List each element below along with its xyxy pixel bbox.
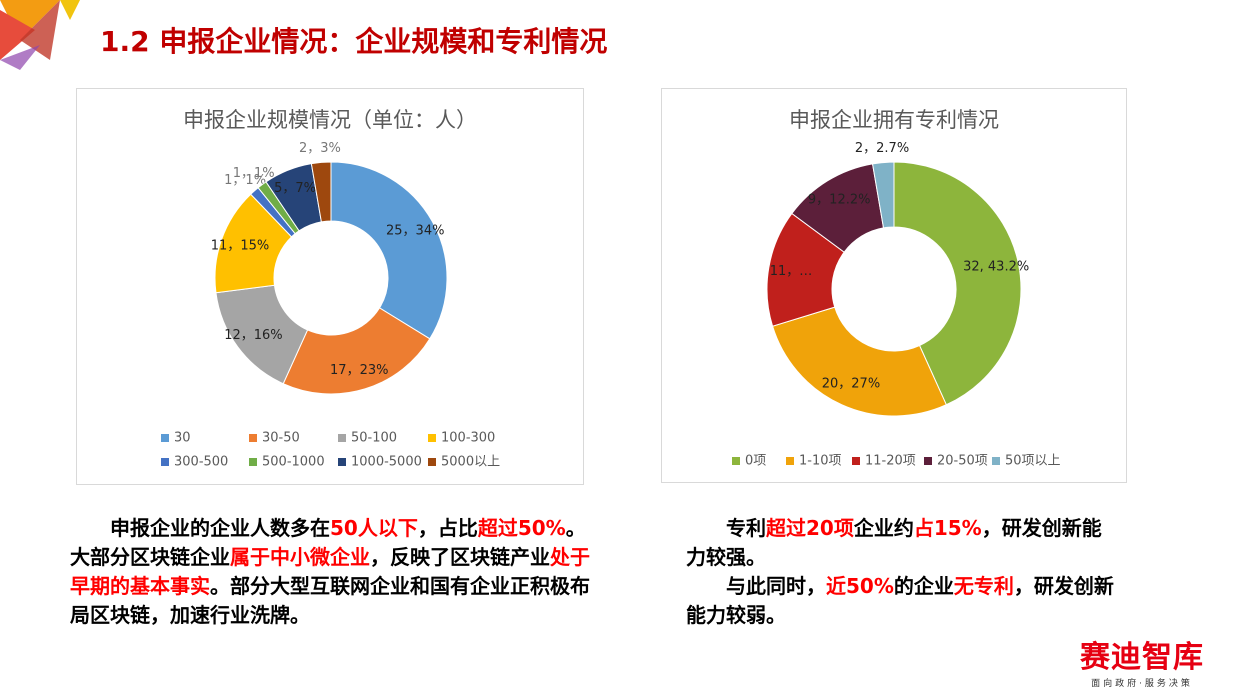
legend-swatch [161, 434, 169, 442]
text-run: ，反映了区块链产业 [370, 545, 550, 569]
chart-title: 申报企业拥有专利情况 [789, 108, 999, 132]
legend-label: 50项以上 [1005, 454, 1061, 469]
text-run: 。大部分区块链企业 [70, 516, 586, 569]
chart-frame: 申报企业拥有专利情况 32, 43.2% 20，27% 11，… 9，12.2% 2，2.… [661, 88, 1127, 483]
legend-swatch [338, 434, 346, 442]
text-run: ，研发创新能力较弱。 [686, 574, 1114, 627]
text-run: 属于中小微企业 [230, 545, 370, 569]
legend-swatch [428, 434, 436, 442]
legend-label: 1-10项 [799, 454, 842, 469]
chart-title: 申报企业规模情况（单位：人） [183, 108, 477, 132]
text-run: 申报企业的企业人数多在 [110, 516, 330, 540]
data-label: 25，34% [386, 223, 444, 238]
legend-label: 300-500 [174, 455, 228, 470]
legend-label: 30-50 [262, 431, 300, 446]
text-run: 企业约 [853, 516, 914, 540]
donut-slice [771, 306, 947, 417]
chart: 申报企业拥有专利情况 32, 43.2% 20，27% 11，… 9，12.2% 2，2.… [732, 108, 1061, 469]
text-run: 的企业 [893, 574, 954, 598]
chart: 申报企业规模情况（单位：人） 25，34% 17，23% 12，16% 11，15% 1，… [161, 108, 500, 470]
text-run: 与此同时， [726, 574, 826, 598]
text-run: ，占比 [417, 516, 478, 540]
legend-label: 5000以上 [441, 455, 500, 470]
text-run: ，研发创新能力较强。 [686, 516, 1102, 569]
logo-slogan: 面向政府·服务决策 [1091, 679, 1193, 689]
data-label: 32, 43.2% [963, 259, 1029, 274]
donut-slice [871, 161, 895, 229]
paragraph: 与此同时，近50%的企业无专利，研发创新能力较弱。 [686, 572, 1116, 630]
legend-swatch [852, 457, 860, 465]
data-label: 2，2.7% [855, 141, 909, 156]
chart-frame: 申报企业规模情况（单位：人） 25，34% 17，23% 12，16% 11，15% 1，… [76, 88, 584, 485]
donut-slice [310, 161, 332, 223]
legend-label: 50-100 [351, 431, 397, 446]
text-block: 专利超过20项企业约占15%，研发创新能力较强。 与此同时，近50%的企业无专利，… [686, 514, 1116, 630]
slide-title: 1.2 申报企业情况：企业规模和专利情况 [100, 25, 608, 58]
donut-slice [282, 307, 431, 395]
text-run: 超过20项 [766, 516, 854, 540]
donut-slice [330, 161, 448, 340]
text-run: 处于早期的基本事实 [70, 545, 590, 598]
data-label: 2，3% [299, 141, 341, 156]
paragraph: 专利超过20项企业约占15%，研发创新能力较强。 [686, 514, 1116, 572]
legend-swatch [161, 458, 169, 466]
text-run: 。部分大型互联网企业和国有企业正积极布局区块链，加速行业洗牌。 [70, 574, 590, 627]
donut-slice [893, 161, 1022, 406]
data-label: 1，1% [224, 173, 266, 188]
data-label: 5，7% [274, 181, 316, 196]
data-label: 12，16% [224, 328, 282, 343]
data-label: 20，27% [822, 377, 880, 392]
legend-label: 0项 [745, 454, 766, 469]
data-label: 11，… [770, 264, 813, 279]
text-block: 申报企业的企业人数多在50人以下，占比超过50%。大部分区块链企业属于中小微企业… [70, 514, 600, 630]
paragraph: 申报企业的企业人数多在50人以下，占比超过50%。大部分区块链企业属于中小微企业… [70, 514, 600, 630]
legend-swatch [732, 457, 740, 465]
legend-label: 30 [174, 431, 191, 446]
legend-label: 11-20项 [865, 454, 916, 469]
legend-swatch [786, 457, 794, 465]
text-run: 占15% [913, 516, 982, 540]
text-run: 50人以下 [330, 516, 418, 540]
legend-swatch [338, 458, 346, 466]
decoration [0, 0, 80, 70]
legend-swatch [992, 457, 1000, 465]
legend-swatch [249, 434, 257, 442]
legend-label: 500-1000 [262, 455, 325, 470]
text-run: 无专利 [953, 574, 1014, 598]
data-label: 9，12.2% [808, 193, 871, 208]
legend-swatch [924, 457, 932, 465]
data-label: 1，1% [233, 166, 275, 181]
text-run: 超过50% [477, 516, 566, 540]
legend-swatch [428, 458, 436, 466]
logo-text: 赛迪智库 [1080, 640, 1204, 675]
data-label: 11，15% [211, 238, 269, 253]
text-run: 专利 [726, 516, 766, 540]
legend-label: 100-300 [441, 431, 495, 446]
legend-label: 1000-5000 [351, 455, 422, 470]
logo: 赛迪智库 面向政府·服务决策 [1080, 632, 1204, 689]
legend-swatch [249, 458, 257, 466]
legend-label: 20-50项 [937, 454, 988, 469]
text-run: 近50% [826, 574, 894, 598]
data-label: 17，23% [330, 363, 388, 378]
